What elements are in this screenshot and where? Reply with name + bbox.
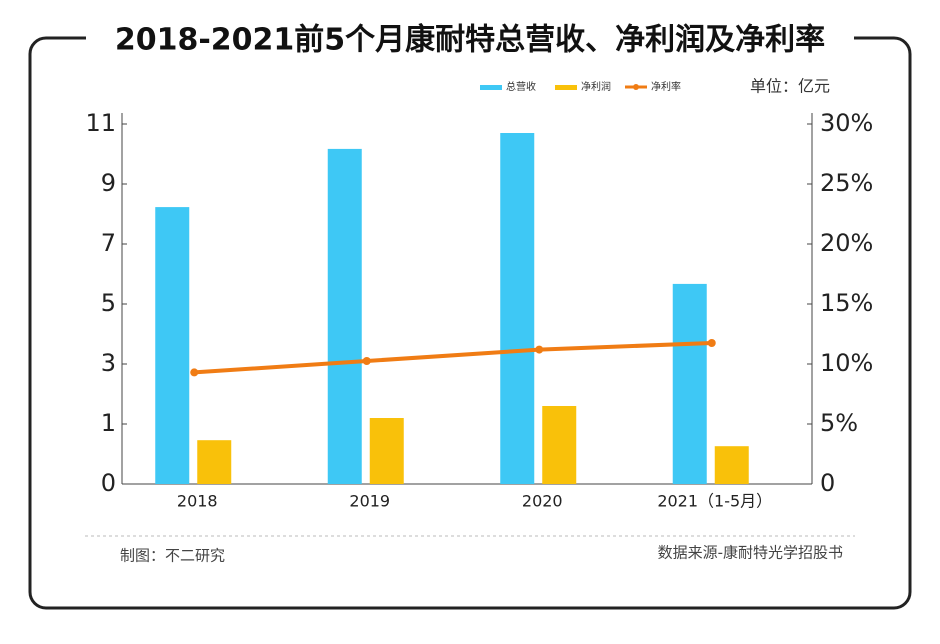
y2-tick-label: 0 xyxy=(820,469,835,497)
title-bg xyxy=(86,18,854,62)
y2-tick-label: 10% xyxy=(820,349,873,377)
legend-label: 总营收 xyxy=(506,80,536,93)
x-tick-label: 2019 xyxy=(349,492,390,511)
unit: 单位：亿元 xyxy=(750,77,830,96)
legend-swatch xyxy=(633,84,639,90)
x-tick-label: 2021（1-5月） xyxy=(657,492,772,511)
y2-tick-label: 15% xyxy=(820,289,873,317)
y-tick-label: 0 xyxy=(101,469,116,497)
bar xyxy=(672,283,707,484)
y-tick-label: 11 xyxy=(85,109,116,137)
source: 数据来源-康耐特光学招股书 xyxy=(658,544,843,562)
bar xyxy=(369,418,404,484)
y2-tick-label: 30% xyxy=(820,109,873,137)
bar xyxy=(197,440,232,484)
line-point xyxy=(362,357,371,365)
legend-swatch xyxy=(555,85,577,90)
y2-tick-label: 25% xyxy=(820,169,873,197)
credit: 制图：不二研究 xyxy=(120,547,225,565)
y-tick-label: 9 xyxy=(101,169,116,197)
chart-title: 2018-2021前5个月康耐特总营收、净利润及净利率 xyxy=(115,23,825,58)
line-point xyxy=(707,339,716,347)
bar xyxy=(714,446,749,484)
bar xyxy=(155,207,190,484)
legend-label: 净利率 xyxy=(651,80,681,93)
line-point xyxy=(190,368,199,377)
legend-label: 净利润 xyxy=(581,80,611,93)
bar xyxy=(542,406,577,484)
y-tick-label: 5 xyxy=(101,289,116,317)
x-tick-label: 2018 xyxy=(177,492,218,511)
bar xyxy=(500,133,535,484)
y2-tick-label: 5% xyxy=(820,409,858,437)
y-tick-label: 7 xyxy=(101,229,116,257)
y2-tick-label: 20% xyxy=(820,229,873,257)
y-tick-label: 3 xyxy=(101,349,116,377)
bar xyxy=(327,148,362,484)
y-tick-label: 1 xyxy=(101,409,116,437)
x-tick-label: 2020 xyxy=(522,492,563,511)
line xyxy=(194,341,712,375)
legend-swatch xyxy=(480,85,502,90)
line-point xyxy=(535,345,544,354)
